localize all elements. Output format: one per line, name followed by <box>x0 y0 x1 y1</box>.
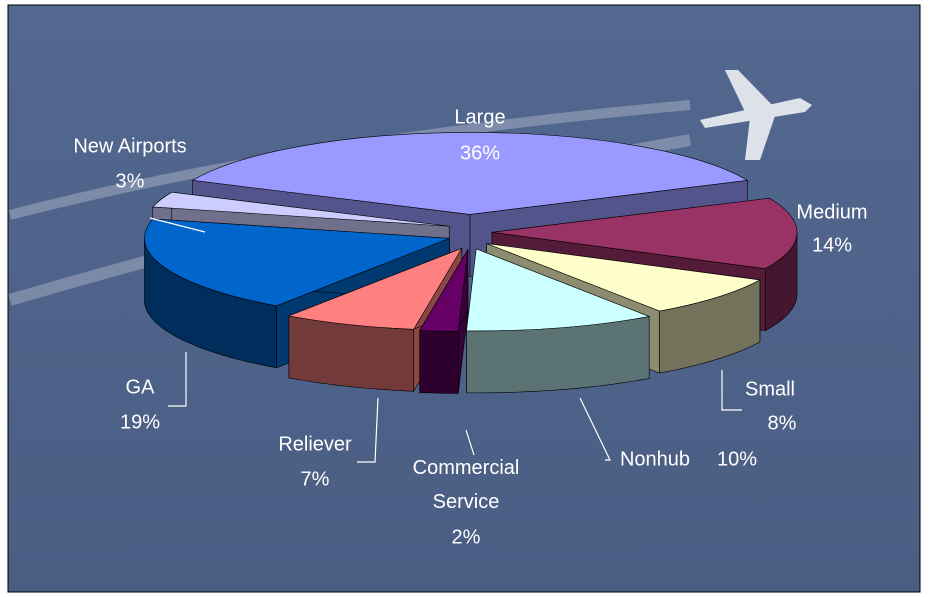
pie <box>144 132 798 394</box>
value-label: 19% <box>120 411 160 433</box>
leader-line <box>721 370 742 411</box>
category-label: Commercial Service <box>413 457 520 513</box>
leader-line <box>168 352 187 407</box>
labels: Large 36% Medium 14% Small 8% Nonhub 10% Commerc… <box>73 106 867 548</box>
slice-top <box>191 132 749 215</box>
value-label: 7% <box>301 468 330 490</box>
category-label: Small <box>745 378 795 400</box>
slice <box>466 248 651 394</box>
airplane <box>700 70 812 160</box>
slice-top <box>486 243 761 312</box>
slice-top <box>419 249 469 332</box>
slice-wall <box>419 330 459 394</box>
value-label: 2% <box>452 526 481 548</box>
slice-top <box>491 197 798 270</box>
value-label: 36% <box>460 142 500 164</box>
value-label: 8% <box>768 412 797 434</box>
slice <box>419 248 469 394</box>
value-label: 10% <box>717 448 757 470</box>
category-label: Reliever <box>278 433 352 455</box>
leader-line <box>465 429 475 456</box>
category-label: GA <box>126 376 156 398</box>
leader-line <box>579 397 611 461</box>
slice-top <box>466 248 651 332</box>
slice-top <box>144 218 450 307</box>
slice-top <box>287 247 463 330</box>
slice-top <box>152 191 450 227</box>
value-label: 3% <box>116 170 145 192</box>
category-label: New Airports <box>73 135 186 157</box>
leader-line <box>357 397 379 463</box>
category-label: Medium <box>796 201 867 223</box>
category-label: Large <box>454 106 505 128</box>
value-label: 14% <box>812 234 852 256</box>
leader-line <box>149 217 206 233</box>
category-label: Nonhub <box>620 448 690 470</box>
